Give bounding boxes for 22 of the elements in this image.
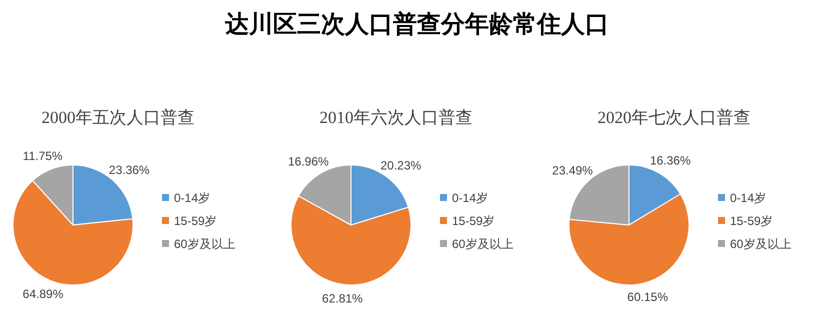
data-label: 23.36% — [108, 163, 150, 178]
data-label: 20.23% — [380, 158, 422, 172]
legend-label: 60岁及以上 — [452, 237, 514, 251]
chart-title: 2010年六次人口普查 — [320, 108, 472, 127]
chart-title: 2020年七次人口普查 — [598, 108, 750, 127]
data-label: 23.49% — [552, 163, 594, 178]
legend-label: 0-14岁 — [452, 191, 488, 205]
data-label: 60.15% — [627, 290, 668, 304]
legend-label: 0-14岁 — [174, 191, 210, 205]
data-label: 11.75% — [22, 148, 63, 163]
chart-title: 2000年五次人口普查 — [42, 108, 194, 127]
data-label: 16.36% — [650, 154, 691, 168]
legend-label: 15-59岁 — [730, 214, 773, 228]
data-label: 16.96% — [288, 154, 330, 168]
legend-label: 15-59岁 — [452, 214, 495, 228]
text: 达川区三次人口普查分年龄常住人口 — [224, 10, 609, 38]
legend-label: 15-59岁 — [174, 214, 217, 228]
data-label: 64.89% — [22, 287, 64, 302]
data-label: 62.81% — [322, 292, 364, 306]
legend-label: 0-14岁 — [730, 191, 766, 205]
legend-label: 60岁及以上 — [174, 237, 236, 251]
legend-label: 60岁及以上 — [730, 237, 792, 251]
